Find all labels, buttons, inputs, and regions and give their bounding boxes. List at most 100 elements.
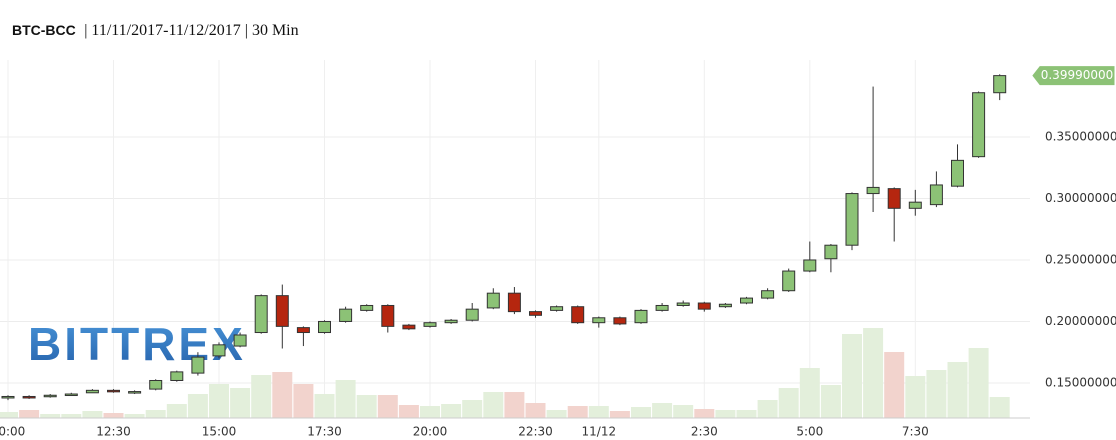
volume-bar — [631, 407, 651, 418]
title: BTC-BCC — [12, 22, 76, 38]
x-tick-label: 20:00 — [413, 425, 448, 439]
candle-body — [676, 302, 690, 306]
volume-bar — [525, 403, 546, 418]
candle-body — [761, 290, 775, 299]
volume-bar — [504, 392, 525, 418]
volume-bar — [61, 414, 82, 418]
candle-body — [887, 188, 901, 209]
candle-body — [803, 259, 817, 272]
candle-body — [191, 356, 205, 374]
volume-bar — [673, 405, 694, 418]
candle-body — [1, 395, 15, 399]
volume-bar — [567, 406, 588, 418]
x-tick-label: 10:00 — [0, 425, 25, 439]
volume-bar — [293, 384, 314, 418]
candle-body — [782, 270, 796, 292]
subtitle: | 11/11/2017-11/12/2017 | 30 Min — [84, 22, 298, 39]
x-tick-label: 5:00 — [796, 425, 823, 439]
candle-body — [275, 295, 289, 327]
volume-bar — [757, 400, 778, 418]
candle-body — [908, 201, 922, 209]
x-tick-label: 17:30 — [307, 425, 342, 439]
candle-body — [655, 304, 669, 311]
chart-title: BTC-BCC | 11/11/2017-11/12/2017 | 30 Min — [12, 22, 299, 40]
volume-bar — [230, 388, 251, 418]
y-tick-label: 0.20000000 — [1045, 314, 1116, 328]
volume-layer — [0, 328, 1010, 418]
candle-body — [972, 92, 986, 158]
x-tick-label: 2:30 — [691, 425, 718, 439]
candle-body — [254, 295, 268, 334]
candle-body — [360, 304, 374, 311]
candle-body — [296, 327, 310, 334]
candle-body — [339, 308, 353, 322]
candle-body — [718, 303, 732, 308]
candle-body — [993, 75, 1007, 94]
candle-body — [423, 322, 437, 327]
candle-body — [149, 379, 163, 390]
candle-body — [64, 393, 78, 397]
volume-bar — [799, 368, 820, 418]
volume-bar — [863, 328, 884, 418]
candle-body — [318, 320, 331, 334]
candle-body — [845, 193, 859, 246]
volume-bar — [441, 404, 462, 418]
volume-bar — [715, 410, 736, 418]
candle-body — [929, 184, 943, 206]
volume-bar — [251, 375, 272, 418]
candle-body — [170, 371, 184, 381]
candle-body — [85, 389, 99, 394]
x-tick-label: 7:30 — [902, 425, 929, 439]
volume-bar — [926, 370, 947, 418]
volume-bar — [272, 372, 293, 418]
candle-body — [128, 391, 142, 394]
candle-body — [212, 344, 226, 357]
watermark: BITTREX — [28, 318, 246, 370]
volume-bar — [82, 411, 103, 418]
volume-bar — [588, 406, 609, 418]
candle-body — [444, 319, 458, 324]
volume-bar — [652, 403, 673, 418]
volume-bar — [778, 388, 799, 418]
candle-body — [550, 306, 564, 311]
volume-bar — [736, 410, 757, 418]
volume-bar — [166, 404, 187, 418]
volume-bar — [462, 400, 483, 418]
volume-bar — [103, 413, 124, 418]
last-price-label: 0.39990000 — [1041, 68, 1114, 82]
candle-body — [507, 292, 521, 313]
volume-bar — [694, 409, 715, 418]
candle-body — [951, 159, 964, 187]
x-tick-label: 11/12 — [582, 425, 617, 439]
volume-bar — [398, 405, 419, 418]
volume-bar — [609, 411, 630, 418]
volume-bar — [483, 392, 504, 418]
candle-body — [740, 297, 753, 304]
volume-bar — [820, 385, 841, 418]
candle-body — [571, 306, 585, 324]
candle-body — [529, 311, 542, 316]
candle-body — [592, 317, 606, 324]
candle-body — [824, 244, 838, 260]
candle-body — [22, 395, 36, 399]
candle-body — [465, 308, 479, 321]
volume-bar — [314, 394, 335, 418]
volume-bar — [335, 380, 356, 418]
volume-bar — [968, 348, 989, 418]
volume-bar — [546, 410, 567, 418]
volume-bar — [905, 376, 926, 418]
x-tick-label: 22:30 — [518, 425, 553, 439]
candle-body — [697, 302, 711, 310]
volume-bar — [884, 352, 905, 418]
candle-body — [866, 186, 880, 195]
y-tick-label: 0.25000000 — [1045, 252, 1116, 266]
candle-body — [634, 309, 648, 324]
candle-body — [381, 304, 395, 327]
candle-body — [613, 317, 627, 325]
volume-bar — [19, 410, 40, 418]
volume-bar — [842, 334, 862, 418]
volume-bar — [124, 414, 145, 418]
x-tick-label: 15:00 — [202, 425, 237, 439]
candle-body — [43, 394, 57, 398]
